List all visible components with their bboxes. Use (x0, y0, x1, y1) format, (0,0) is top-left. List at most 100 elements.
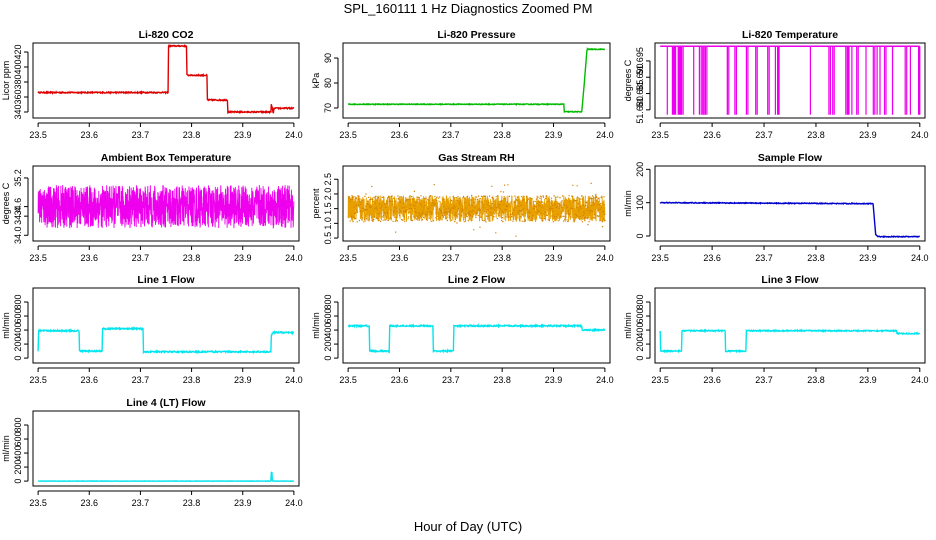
panel-title: Li-820 Pressure (437, 29, 515, 41)
plot-frame (32, 287, 300, 364)
y-tick-label: 51.690 (635, 63, 645, 91)
y-tick-label: 600 (13, 432, 23, 447)
panel-2: Li-820 Temperature 23.5 23.6 23.7 23.8 23.9 24… (623, 29, 929, 140)
y-axis-label: ml/min (623, 190, 633, 217)
y-tick-label: 80 (323, 78, 333, 88)
x-tick-label: 23.5 (29, 498, 47, 508)
x-tick-label: 23.8 (183, 130, 201, 140)
panel-title: Li-820 Temperature (742, 29, 838, 41)
y-tick-label: 800 (323, 295, 333, 310)
plot-frame (342, 42, 611, 119)
y-tick-label: 0 (635, 233, 645, 238)
x-tick-label: 23.5 (29, 253, 47, 263)
panel-title: Line 4 (LT) Flow (126, 397, 206, 409)
x-tick-label: 24.0 (596, 253, 614, 263)
series-line-pressure (347, 46, 606, 114)
x-tick-label: 23.8 (493, 253, 511, 263)
panel-8: Line 3 Flow 23.5 23.6 23.7 23.8 23.9 24.0 0 2004… (623, 274, 929, 385)
x-tick-label: 24.0 (596, 130, 614, 140)
x-tick-label: 23.6 (81, 253, 99, 263)
series-line-co2 (37, 44, 295, 115)
y-tick-label: 100 (635, 195, 645, 210)
y-tick-label: 35.2 (13, 169, 23, 187)
x-tick-label: 24.0 (596, 375, 614, 385)
x-tick-label: 23.8 (807, 130, 825, 140)
y-tick-label: 0 (13, 479, 23, 484)
x-tick-label: 23.9 (859, 375, 877, 385)
x-tick-label: 23.9 (234, 253, 252, 263)
y-tick-label: 0 (323, 356, 333, 361)
x-tick-label: 23.7 (442, 130, 460, 140)
y-tick-label: 600 (635, 309, 645, 324)
x-tick-label: 23.5 (651, 375, 669, 385)
x-tick-label: 23.7 (442, 253, 460, 263)
series-line-line-1 (37, 326, 295, 355)
y-tick-label: 200 (13, 460, 23, 475)
x-tick-label: 23.9 (859, 253, 877, 263)
panel-title: Ambient Box Temperature (101, 152, 232, 164)
panel-6: Line 1 Flow 23.5 23.6 23.7 23.8 23.9 24.0 0 2004… (1, 274, 303, 385)
y-axis-label: ml/min (311, 312, 321, 339)
y-axis-label: degrees C (623, 59, 633, 101)
x-tick-label: 23.8 (183, 498, 201, 508)
x-tick-label: 23.8 (493, 375, 511, 385)
panel-title: Line 3 Flow (761, 274, 819, 286)
y-tick-label: 0.5 (323, 232, 333, 245)
x-tick-label: 23.9 (545, 130, 563, 140)
plot-frame (654, 287, 926, 364)
y-tick-label: 420 (13, 44, 23, 59)
x-tick-label: 23.6 (391, 375, 409, 385)
x-tick-label: 23.7 (442, 375, 460, 385)
y-tick-label: 340 (13, 104, 23, 119)
y-tick-label: 0 (13, 356, 23, 361)
y-tick-label: 800 (13, 295, 23, 310)
x-tick-label: 23.9 (234, 498, 252, 508)
y-tick-label: 200 (323, 337, 333, 352)
series-line-line-2 (347, 322, 606, 354)
plot-frame (342, 165, 611, 242)
y-tick-label: 70 (323, 103, 333, 113)
y-axis-label: ml/min (623, 312, 633, 339)
panel-title: Line 2 Flow (448, 274, 506, 286)
y-axis-label: ml/min (1, 435, 11, 462)
x-tick-label: 23.6 (391, 130, 409, 140)
x-tick-label: 23.7 (132, 498, 150, 508)
x-tick-label: 23.6 (703, 253, 721, 263)
panel-5: Sample Flow 23.5 23.6 23.7 23.8 23.9 24.0 0 100 2… (623, 152, 929, 263)
y-tick-label: 1.0 (323, 217, 333, 230)
x-tick-label: 23.7 (755, 130, 773, 140)
x-tick-label: 23.9 (234, 130, 252, 140)
x-tick-label: 23.7 (132, 253, 150, 263)
y-tick-label: 34.0 (13, 227, 23, 245)
y-tick-label: 400 (323, 323, 333, 338)
y-tick-label: 2.5 (323, 173, 333, 186)
x-tick-label: 23.8 (493, 130, 511, 140)
y-tick-label: 200 (635, 337, 645, 352)
plot-frame (32, 42, 300, 119)
y-tick-label: 0 (635, 356, 645, 361)
y-axis-label: percent (311, 188, 321, 219)
panel-1: Li-820 Pressure 23.5 23.6 23.7 23.8 23.9 24.0 7… (311, 29, 614, 140)
y-tick-label: 34.6 (13, 198, 23, 216)
y-axis-label: ml/min (1, 312, 11, 339)
x-tick-label: 23.8 (807, 375, 825, 385)
series-line-sample-flow (659, 201, 921, 239)
x-tick-label: 23.7 (755, 253, 773, 263)
panel-title: Gas Stream RH (438, 152, 514, 164)
x-tick-label: 23.9 (545, 375, 563, 385)
y-tick-label: 400 (13, 59, 23, 74)
plot-frame (654, 42, 926, 119)
y-tick-label: 360 (13, 89, 23, 104)
y-tick-label: 51.695 (635, 47, 645, 75)
panel-7: Line 2 Flow 23.5 23.6 23.7 23.8 23.9 24.0 0 2004… (311, 274, 614, 385)
y-tick-label: 200 (635, 162, 645, 177)
x-tick-label: 23.5 (651, 130, 669, 140)
x-tick-label: 23.6 (703, 130, 721, 140)
x-tick-label: 23.6 (81, 498, 99, 508)
y-tick-label: 51.685 (635, 80, 645, 108)
x-tick-label: 23.8 (183, 253, 201, 263)
y-tick-label: 51.680 (635, 96, 645, 124)
x-tick-label: 24.0 (911, 130, 929, 140)
y-tick-label: 800 (13, 418, 23, 433)
x-tick-label: 23.8 (807, 253, 825, 263)
